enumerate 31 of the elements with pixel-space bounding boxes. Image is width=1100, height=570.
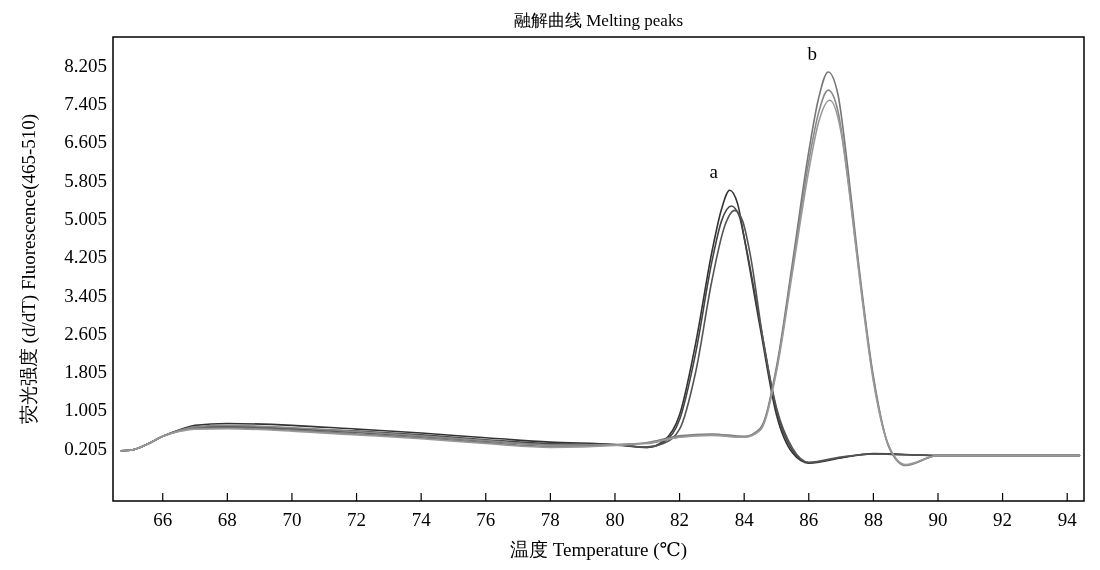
x-tick-label: 84 <box>734 509 755 530</box>
y-tick-label: 4.205 <box>64 246 107 268</box>
y-tick-label: 2.605 <box>64 322 107 344</box>
x-tick-label: 82 <box>670 509 690 530</box>
x-tick-label: 72 <box>347 509 367 530</box>
y-tick-label: 1.005 <box>64 399 107 421</box>
x-tick-label: 90 <box>928 509 948 530</box>
x-tick-label: 92 <box>993 509 1013 530</box>
x-tick-label: 74 <box>411 509 432 530</box>
y-tick-label: 6.605 <box>64 131 107 153</box>
y-tick-label: 1.805 <box>64 361 107 383</box>
y-tick-label: 7.405 <box>64 92 107 114</box>
x-tick-label: 78 <box>540 509 560 530</box>
y-tick-label: 3.405 <box>64 284 107 306</box>
x-axis-title: 温度 Temperature (℃) <box>509 539 688 561</box>
annotation: a <box>709 161 719 183</box>
x-tick-label: 80 <box>605 509 625 530</box>
x-tick-label: 86 <box>799 509 819 530</box>
y-tick-label: 5.005 <box>64 207 107 229</box>
y-tick-label: 8.205 <box>64 54 107 76</box>
x-tick-label: 94 <box>1057 509 1078 530</box>
x-tick-label: 66 <box>153 509 173 530</box>
annotation: b <box>807 42 817 64</box>
y-tick-label: 5.805 <box>64 169 107 191</box>
y-tick-label: 0.205 <box>64 437 107 459</box>
y-axis-title: 荧光强度 (d/dT) Fluorescence(465-510) <box>17 113 40 425</box>
x-tick-label: 70 <box>282 509 302 530</box>
chart-title: 融解曲线 Melting peaks <box>513 11 684 30</box>
x-tick-label: 76 <box>476 509 496 530</box>
x-tick-label: 88 <box>863 509 883 530</box>
x-tick-label: 68 <box>217 509 237 530</box>
